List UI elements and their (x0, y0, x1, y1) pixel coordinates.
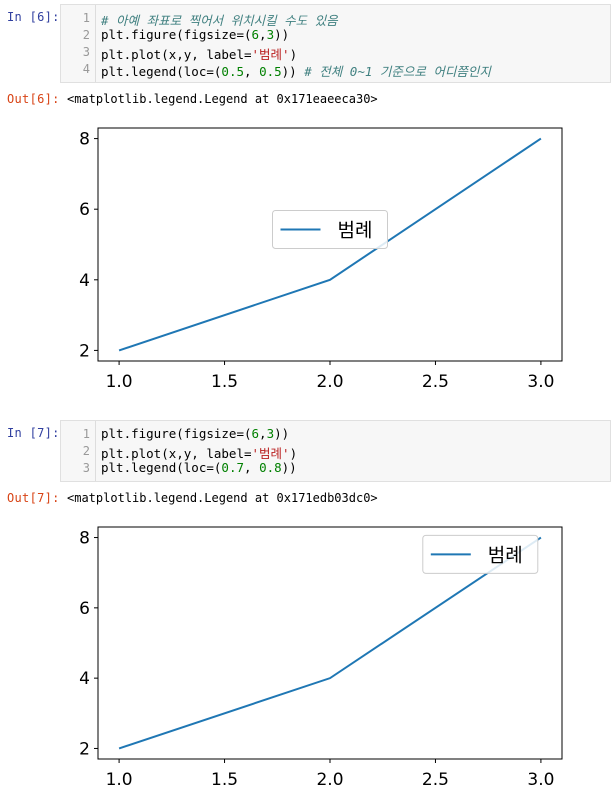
legend-box (422, 534, 539, 574)
code-token: 0.5 (259, 64, 282, 79)
code-token: 0.8 (259, 460, 282, 475)
y-tick-label: 2 (79, 341, 90, 361)
code-token: 3 (266, 426, 275, 441)
line-number: 1 (82, 11, 90, 25)
code-token: plt.figure(figsize=( (101, 426, 252, 441)
output-text: <matplotlib.legend.Legend at 0x171eaeeca… (67, 92, 378, 106)
legend-box (272, 210, 388, 249)
y-tick-label: 4 (79, 669, 90, 689)
code-line: plt.figure(figsize=(6,3)) (101, 27, 289, 42)
code-token: # 아예 좌표로 찍어서 위치시킬 수도 있음 (101, 13, 338, 28)
x-tick-label: 1.0 (106, 372, 133, 392)
line-number: 1 (82, 427, 90, 441)
code-token: )) (274, 27, 290, 42)
y-tick-label: 6 (79, 200, 90, 220)
line-number-gutter: 1 2 3 4 (61, 5, 96, 82)
x-tick-label: 2.0 (316, 372, 343, 392)
code-cell-7[interactable]: 1 2 3 plt.figure(figsize=(6,3)) plt.plot… (60, 420, 611, 482)
code-token: 6 (251, 27, 260, 42)
line-number: 3 (82, 45, 90, 59)
input-prompt-6: In [6]: (7, 10, 60, 24)
x-tick-label: 1.0 (106, 770, 133, 790)
y-tick-label: 2 (79, 739, 90, 759)
x-tick-label: 2.5 (422, 770, 449, 790)
x-tick-label: 3.0 (527, 372, 554, 392)
code-token: ) (289, 47, 298, 62)
series-line (118, 137, 542, 352)
line-number: 4 (82, 62, 90, 76)
code-line: plt.legend(loc=(0.5, 0.5)) # 전체 0~1 기준으로… (101, 61, 491, 80)
y-tick-label: 6 (79, 599, 90, 619)
line-number: 3 (82, 461, 90, 475)
code-token: 0.7 (221, 460, 244, 475)
code-token: , (244, 64, 260, 79)
code-token: plt.legend(loc=( (101, 460, 222, 475)
code-token: plt.plot(x,y, label= (101, 47, 252, 62)
code-token: # 전체 0~1 기준으로 어디쯤인지 (304, 64, 491, 79)
line-chart-legend-upper-right: 1.0 1.5 2.0 2.5 3.0 2 4 6 8 범례 (79, 526, 563, 790)
input-prompt-7: In [7]: (7, 426, 60, 440)
code-token: )) (281, 64, 305, 79)
y-tick-label: 8 (79, 529, 90, 549)
code-line: plt.figure(figsize=(6,3)) (101, 426, 289, 441)
legend: 범례 (422, 534, 539, 574)
code-token: 6 (251, 426, 260, 441)
x-tick-label: 1.5 (211, 372, 238, 392)
x-tick-label: 2.0 (316, 770, 343, 790)
code-token: plt.figure(figsize=( (101, 27, 252, 42)
code-token: '범례' (251, 47, 290, 62)
series-line (118, 536, 542, 750)
code-token: 0.5 (221, 64, 244, 79)
line-chart-legend-center: 1.0 1.5 2.0 2.5 3.0 2 4 6 8 범례 (79, 127, 563, 392)
x-tick-label: 1.5 (211, 770, 238, 790)
y-tick-label: 4 (79, 271, 90, 291)
code-token: )) (274, 426, 290, 441)
legend: 범례 (272, 210, 388, 249)
line-number: 2 (82, 28, 90, 42)
code-cell-6[interactable]: 1 2 3 4 # 아예 좌표로 찍어서 위치시킬 수도 있음 plt.figu… (60, 4, 611, 83)
output-text: <matplotlib.legend.Legend at 0x171edb03d… (67, 491, 378, 505)
code-line: plt.plot(x,y, label='범례') (101, 44, 297, 63)
legend-label: 범례 (488, 544, 523, 566)
x-tick-label: 3.0 (527, 770, 554, 790)
output-prompt-7: Out[7]: (7, 491, 60, 505)
code-token: 3 (266, 27, 275, 42)
code-token: '범례' (251, 446, 290, 461)
code-token: , (259, 27, 267, 42)
y-tick-label: 8 (79, 130, 90, 150)
line-number-gutter: 1 2 3 (61, 421, 96, 481)
code-token: )) (281, 460, 297, 475)
line-number: 2 (82, 444, 90, 458)
code-token: plt.plot(x,y, label= (101, 446, 252, 461)
code-token: ) (289, 446, 298, 461)
code-token: , (259, 426, 267, 441)
code-line: plt.plot(x,y, label='범례') (101, 443, 297, 462)
output-prompt-6: Out[6]: (7, 92, 60, 106)
x-tick-label: 2.5 (422, 372, 449, 392)
code-line: plt.legend(loc=(0.7, 0.8)) (101, 460, 297, 475)
code-line: # 아예 좌표로 찍어서 위치시킬 수도 있음 (101, 10, 338, 29)
code-token: , (244, 460, 260, 475)
legend-label: 범례 (338, 220, 373, 242)
code-token: plt.legend(loc=( (101, 64, 222, 79)
